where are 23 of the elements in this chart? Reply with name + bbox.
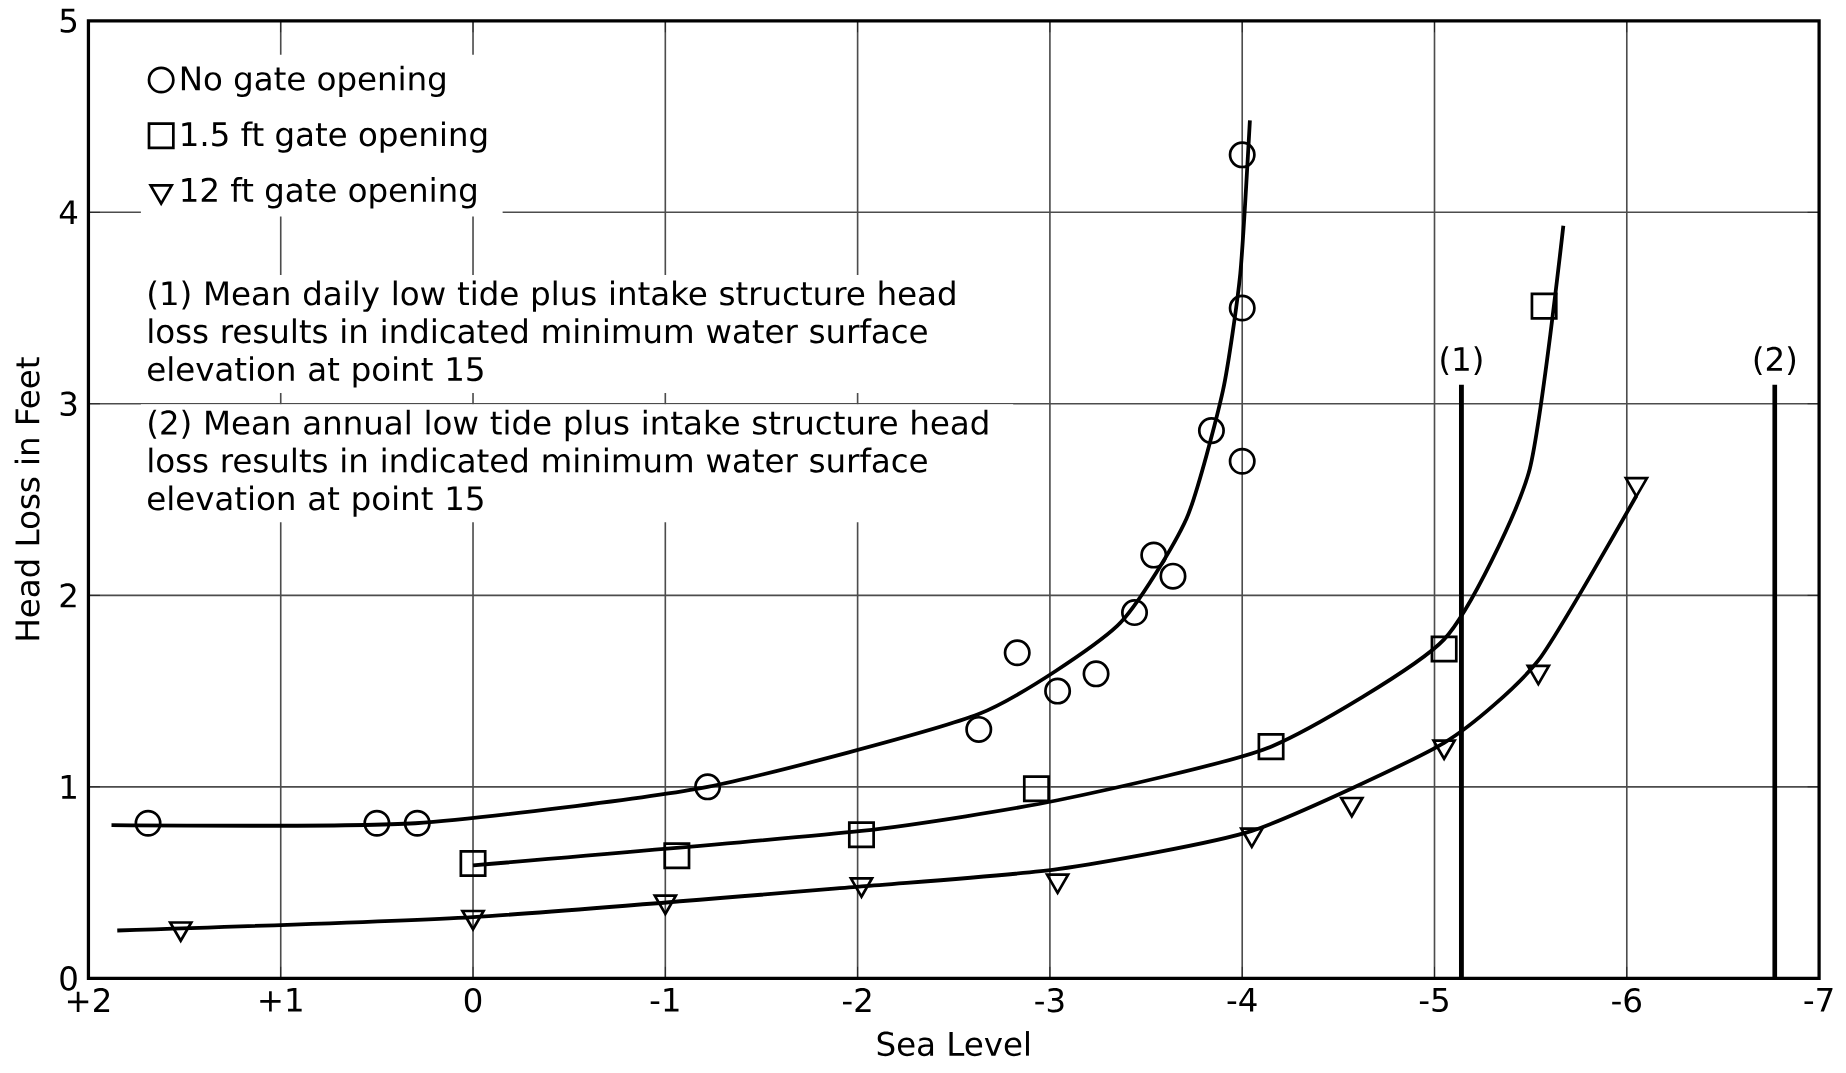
y-tick-label: 4 xyxy=(59,200,78,225)
legend-label: 1.5 ft gate opening xyxy=(182,121,487,153)
x-tick-label: -5 xyxy=(1419,987,1448,1013)
x-tick-label: -7 xyxy=(1804,987,1833,1012)
annotation: (2) Mean annual low tide plus intake structure head loss results in indicated minimum water surface elevation at point 15 xyxy=(148,409,988,517)
legend-label: 12 ft gate opening xyxy=(182,177,476,209)
y-axis-title: Head Loss in Feet xyxy=(14,357,40,640)
y-tick-label: 1 xyxy=(61,775,76,799)
x-tick-label: -4 xyxy=(1227,987,1257,1012)
y-tick-label: 5 xyxy=(60,8,77,33)
y-tick-label: 2 xyxy=(60,583,76,608)
annotation: (2) xyxy=(1754,346,1796,376)
x-tick-label: +1 xyxy=(260,987,302,1012)
x-tick-label: 0 xyxy=(464,987,482,1013)
annotation: (1) xyxy=(1441,346,1482,376)
x-axis-title: Sea Level xyxy=(877,1031,1029,1057)
x-tick-label: -6 xyxy=(1612,987,1641,1013)
x-tick-label: -1 xyxy=(650,987,679,1012)
y-tick-label: 3 xyxy=(60,391,77,417)
annotation: (1) Mean daily low tide plus intake structure head loss results in indicated minimum water surface elevation at point 15 xyxy=(148,280,955,388)
x-tick-label: -2 xyxy=(843,987,871,1012)
legend-label: No gate opening xyxy=(181,65,445,98)
x-tick-label: -3 xyxy=(1035,987,1064,1013)
